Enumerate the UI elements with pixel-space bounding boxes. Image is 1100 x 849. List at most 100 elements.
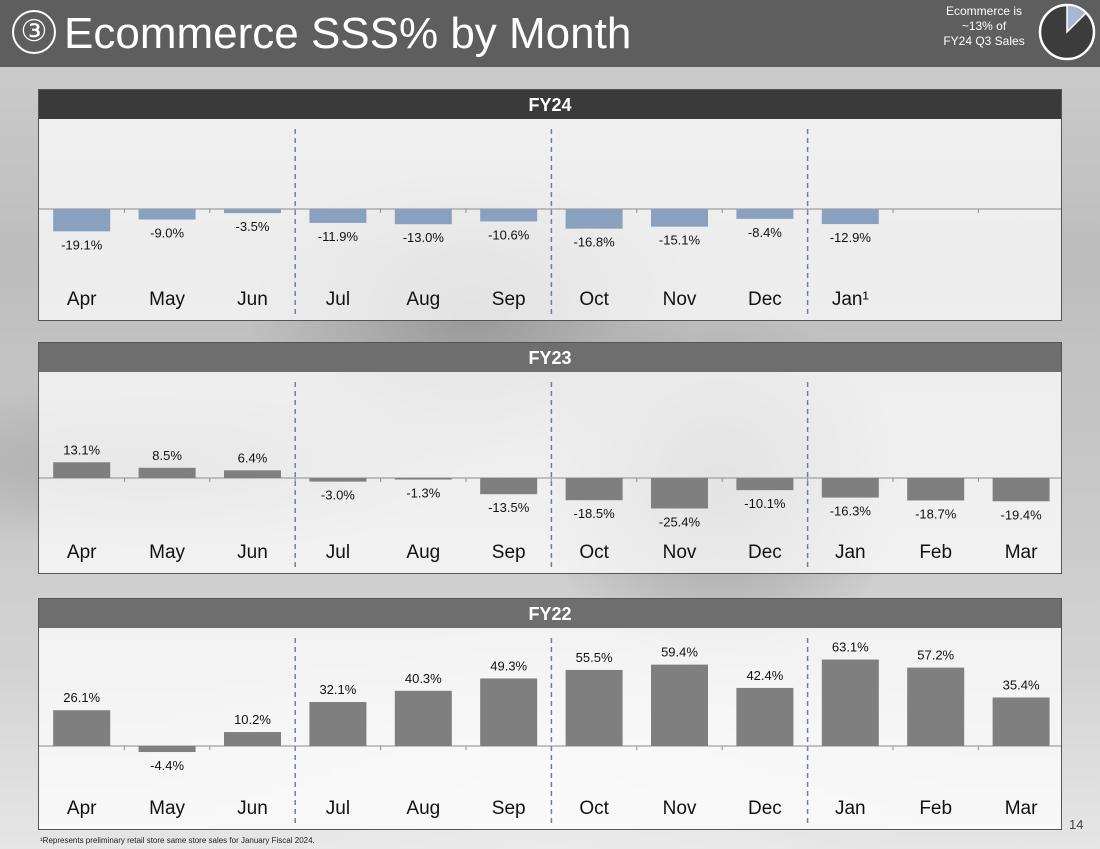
fy23-category-label-nov: Nov (663, 542, 697, 563)
fy23-data-label-nov: -25.4% (659, 514, 701, 529)
fy22-panel: FY22 26.1% Apr -4.4% May 10.2% Jun 32.1% Jul 40.… (38, 598, 1062, 830)
fy24-data-label-jan: -12.9% (830, 230, 872, 245)
fy22-data-label-dec: 42.4% (746, 668, 783, 683)
fy24-bar-may (138, 209, 196, 220)
fy22-bar-dec (736, 687, 794, 746)
fy23-bar-feb (907, 478, 965, 501)
fy24-panel: FY24 -19.1% Apr -9.0% May -3.5% Jun -11.9% Jul -… (38, 89, 1062, 321)
fy22-category-label-apr: Apr (67, 798, 97, 819)
fy23-category-label-mar: Mar (1005, 542, 1038, 563)
fy23-data-label-oct: -18.5% (573, 506, 615, 521)
fy23-category-label-may: May (149, 542, 185, 563)
fy23-data-label-jan: -16.3% (830, 504, 872, 519)
fy22-category-label-dec: Dec (748, 798, 782, 819)
fy24-category-label-may: May (149, 289, 185, 310)
fy23-bar-jan (821, 478, 879, 498)
fy22-data-label-may: -4.4% (150, 758, 184, 773)
fy24-bar-jul (309, 209, 367, 223)
fy23-data-label-apr: 13.1% (63, 442, 100, 457)
fy23-bar-aug (394, 478, 452, 480)
fy22-data-label-mar: 35.4% (1003, 678, 1040, 693)
fy24-data-label-nov: -15.1% (659, 233, 701, 248)
fy24-category-label-jul: Jul (326, 289, 350, 310)
fy22-data-label-apr: 26.1% (63, 690, 100, 705)
fy23-category-label-apr: Apr (67, 542, 97, 563)
fy22-category-label-nov: Nov (663, 798, 697, 819)
fy22-bar-feb (907, 667, 965, 746)
fy24-category-label-apr: Apr (67, 289, 97, 310)
footnote: ¹Represents preliminary retail store sam… (40, 836, 315, 845)
fy23-data-label-mar: -19.4% (1000, 507, 1042, 522)
fy22-bar-oct (565, 669, 623, 746)
page-number: 14 (1069, 817, 1084, 832)
fy23-category-label-sep: Sep (492, 542, 526, 563)
fy23-category-label-jul: Jul (326, 542, 350, 563)
fy24-data-label-apr: -19.1% (61, 237, 103, 252)
fy24-data-label-jun: -3.5% (236, 219, 270, 234)
fy24-data-label-oct: -16.8% (573, 235, 615, 250)
fy22-category-label-may: May (149, 798, 185, 819)
fy24-data-label-dec: -8.4% (748, 225, 782, 240)
note-line-2: ~13% of (961, 19, 1007, 33)
fy22-category-label-sep: Sep (492, 798, 526, 819)
fy24-bar-apr (53, 209, 111, 232)
fy22-bar-chart: 26.1% Apr -4.4% May 10.2% Jun 32.1% Jul 40.3% Aug… (39, 638, 1061, 827)
ecommerce-share-note: Ecommerce is ~13% of FY24 Q3 Sales (930, 4, 1038, 49)
fy23-bar-mar (992, 478, 1050, 502)
fy22-data-label-jan: 63.1% (832, 640, 869, 655)
fy24-data-label-aug: -13.0% (403, 230, 445, 245)
fy24-category-label-oct: Oct (579, 289, 609, 310)
fy24-data-label-sep: -10.6% (488, 227, 530, 242)
fy24-panel-title: FY24 (39, 90, 1061, 119)
fy24-category-label-dec: Dec (748, 289, 782, 310)
fy23-data-label-sep: -13.5% (488, 500, 530, 515)
fy23-data-label-feb: -18.7% (915, 506, 957, 521)
fy22-bar-apr (53, 710, 111, 746)
fy23-category-label-oct: Oct (579, 542, 609, 563)
fy23-data-label-jul: -3.0% (321, 488, 355, 503)
fy22-category-label-jun: Jun (237, 798, 268, 819)
fy23-category-label-aug: Aug (406, 542, 440, 563)
fy23-bar-apr (53, 462, 111, 478)
fy22-data-label-sep: 49.3% (490, 658, 527, 673)
fy24-bar-dec (736, 209, 794, 219)
section-number-badge: ③ (12, 10, 56, 55)
fy23-bar-jun (224, 470, 281, 478)
fy23-category-label-feb: Feb (919, 542, 952, 563)
fy23-category-label-dec: Dec (748, 542, 782, 563)
fy24-data-label-jul: -11.9% (318, 229, 359, 244)
slide-title-text: Ecommerce SSS% by Month (64, 9, 632, 58)
fy22-data-label-nov: 59.4% (661, 645, 698, 660)
fy22-category-label-jul: Jul (326, 798, 350, 819)
fy22-data-label-jul: 32.1% (319, 682, 356, 697)
fy22-bar-mar (992, 697, 1050, 746)
fy22-data-label-oct: 55.5% (576, 650, 613, 665)
fy23-panel-title: FY23 (39, 343, 1061, 372)
fy22-bar-sep (480, 678, 538, 746)
fy24-bar-nov (651, 209, 708, 227)
fy22-data-label-feb: 57.2% (917, 648, 954, 663)
fy22-bar-aug (394, 690, 452, 746)
fy22-category-label-feb: Feb (919, 798, 952, 819)
fy22-bar-may (138, 746, 196, 753)
fy23-bar-nov (651, 478, 708, 509)
fy22-category-label-oct: Oct (579, 798, 609, 819)
fy22-bar-nov (651, 664, 708, 746)
fy22-panel-title: FY22 (39, 599, 1061, 628)
fy23-data-label-may: 8.5% (152, 448, 182, 463)
fy24-category-label-aug: Aug (406, 289, 440, 310)
fy24-bar-sep (480, 209, 538, 222)
fy24-bar-oct (565, 209, 623, 229)
ecommerce-pie-slice (1066, 4, 1088, 34)
fy22-bar-jun (224, 732, 281, 746)
fy23-bar-chart: 13.1% Apr 8.5% May 6.4% Jun -3.0% Jul -1.3% Aug -1… (39, 382, 1061, 571)
fy24-category-label-nov: Nov (663, 289, 697, 310)
slide-title: ③ Ecommerce SSS% by Month (12, 8, 631, 60)
fy23-data-label-aug: -1.3% (406, 486, 440, 501)
fy23-category-label-jun: Jun (237, 542, 268, 563)
fy24-bar-jun (224, 209, 281, 214)
fy22-bar-jan (821, 659, 879, 746)
fy24-bar-jan (821, 209, 879, 225)
fy23-bar-jul (309, 478, 367, 482)
fy24-category-label-jan: Jan¹ (832, 289, 869, 310)
